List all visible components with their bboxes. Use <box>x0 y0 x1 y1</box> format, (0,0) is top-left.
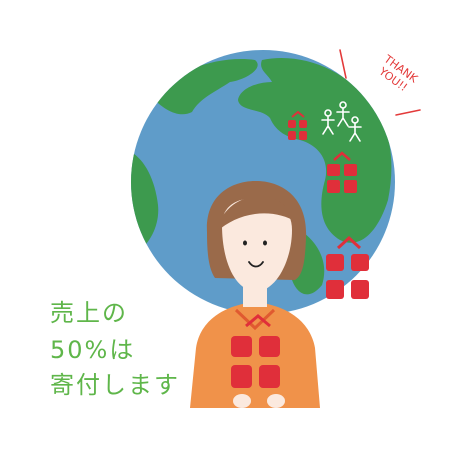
gift-icon <box>327 151 357 193</box>
continent-northeast <box>238 57 392 243</box>
smile <box>248 261 264 268</box>
person-icon <box>321 109 335 135</box>
people-icons <box>321 101 362 142</box>
thanks-accent-line <box>339 49 347 79</box>
thanks-accent-line <box>395 109 421 116</box>
gift-icon <box>288 110 307 140</box>
person-illustration <box>190 180 320 408</box>
gift-icon <box>326 235 369 299</box>
right-hand <box>267 394 285 408</box>
person-icon <box>348 116 362 142</box>
right-eye <box>263 240 267 246</box>
caption-line: 売上の <box>50 299 128 327</box>
caption-line: 50%は <box>50 336 136 364</box>
left-hand <box>233 394 251 408</box>
continent-west <box>131 150 159 250</box>
face <box>222 198 292 292</box>
continent-northwest <box>150 59 258 115</box>
caption-line: 寄付します <box>50 371 180 399</box>
gift-icon <box>231 314 280 388</box>
person-icon <box>336 101 350 127</box>
left-eye <box>243 240 247 246</box>
sweater <box>190 302 320 408</box>
